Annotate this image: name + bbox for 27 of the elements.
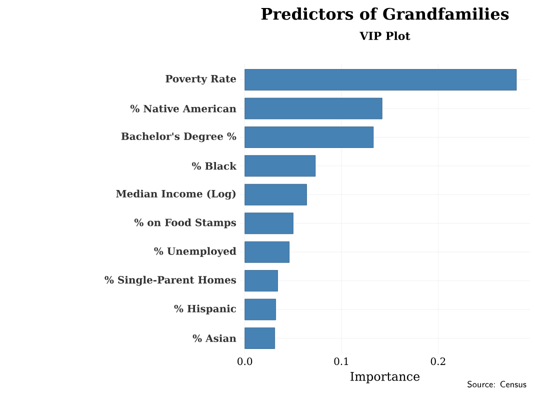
x-axis-title: Importance [350,372,420,384]
y-tick-label: % Single-Parent Homes [104,276,236,286]
chart-title: Predictors of Grandfamilies [261,8,509,20]
y-tick-label: % Native American [130,104,236,112]
y-tick-label: % Black [192,162,237,170]
bar [244,298,276,320]
chart-subtitle: VIP Plot [360,32,410,40]
bar [244,241,290,263]
bar [244,126,374,148]
x-tick-label: 0.1 [334,358,348,366]
bar [244,69,517,90]
bar [244,328,275,349]
y-tick-label: % Asian [192,334,236,342]
bar [244,155,316,177]
y-tick-label: % Hispanic [174,304,236,314]
y-tick-label: % Unemployed [154,247,236,257]
bar [244,212,294,234]
source-note: Source: Census [468,380,526,388]
y-tick-label: % on Food Stamps [134,218,236,228]
bar [244,98,382,120]
bar [244,184,307,206]
y-tick-label: Median Income (Log) [116,190,236,200]
bar [244,270,278,292]
x-tick-label: 0.2 [430,358,446,366]
y-tick-label: Poverty Rate [166,75,236,85]
x-tick-label: 0.0 [238,358,252,366]
y-tick-label: Bachelor's Degree % [121,132,236,142]
